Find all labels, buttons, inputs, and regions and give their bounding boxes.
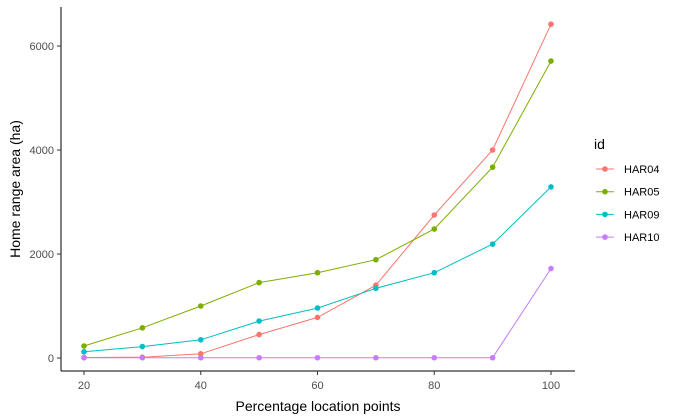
series-har05 (81, 58, 554, 349)
series-har10 (81, 265, 554, 361)
series-line-har09 (83, 186, 552, 353)
data-point-har05 (81, 343, 87, 349)
data-point-har10 (431, 354, 438, 361)
y-tick-label: 4000 (30, 145, 54, 157)
legend-label: HAR10 (624, 232, 659, 244)
data-point-har09 (81, 348, 87, 355)
legend-label: HAR09 (624, 209, 659, 221)
legend-item-har09: HAR09 (596, 209, 659, 221)
data-point-har09 (373, 285, 379, 292)
x-axis-title: Percentage location points (236, 398, 401, 414)
legend-item-har04: HAR04 (596, 164, 659, 176)
x-tick-label: 100 (542, 380, 560, 392)
data-point-har09 (139, 343, 146, 350)
data-point-har04 (548, 21, 554, 27)
data-point-har05 (256, 279, 262, 286)
legend-label: HAR04 (624, 164, 659, 176)
data-point-har10 (81, 354, 87, 361)
data-point-har10 (197, 354, 204, 361)
legend-item-har10: HAR10 (596, 232, 659, 244)
legend: id HAR04 HAR05 HAR09 HAR10 (594, 136, 659, 244)
legend-item-har05: HAR05 (596, 187, 659, 199)
series-layer (81, 21, 554, 361)
y-axis-title: Home range area (ha) (7, 120, 23, 258)
x-tick-label: 40 (195, 380, 207, 392)
data-point-har05 (489, 164, 496, 170)
data-point-har04 (256, 331, 262, 338)
legend-key-point (602, 234, 608, 240)
x-tick-label: 60 (311, 380, 323, 392)
y-tick-label: 2000 (30, 249, 54, 261)
data-point-har04 (314, 314, 321, 321)
data-point-har09 (431, 269, 438, 276)
data-point-har04 (489, 147, 496, 153)
data-point-har10 (314, 354, 321, 361)
x-axis-ticks: 20 40 60 80 100 (78, 371, 560, 392)
y-tick-label: 6000 (30, 41, 54, 53)
data-point-har10 (548, 265, 554, 272)
series-line-har10 (84, 268, 552, 359)
data-point-har05 (139, 325, 146, 331)
plot-area: 0 2000 4000 6000 20 40 60 80 100 (30, 7, 575, 392)
data-point-har09 (256, 318, 262, 324)
data-point-har04 (197, 351, 204, 357)
legend-items: HAR04 HAR05 HAR09 HAR10 (596, 164, 659, 244)
data-point-har10 (139, 354, 146, 361)
data-point-har10 (489, 354, 496, 361)
data-point-har05 (548, 58, 554, 64)
data-point-har09 (197, 337, 204, 343)
y-tick-label: 0 (48, 353, 54, 365)
x-tick-label: 20 (78, 380, 90, 392)
series-har09 (81, 184, 554, 355)
series-line-har05 (83, 60, 552, 347)
legend-title: id (594, 136, 605, 152)
x-tick-label: 80 (428, 380, 440, 392)
data-point-har09 (314, 305, 321, 311)
legend-key-point (602, 211, 608, 218)
data-point-har05 (197, 303, 204, 309)
data-point-har10 (256, 354, 262, 361)
data-point-har04 (431, 212, 438, 218)
data-point-har09 (548, 184, 554, 190)
data-point-har05 (373, 256, 379, 263)
legend-key-point (602, 166, 608, 172)
y-axis-ticks: 0 2000 4000 6000 (30, 41, 61, 365)
legend-key-point (602, 188, 608, 195)
data-point-har05 (314, 269, 321, 276)
data-point-har05 (431, 226, 438, 232)
legend-label: HAR05 (624, 187, 659, 199)
data-point-har09 (489, 241, 496, 247)
data-point-har10 (373, 354, 379, 361)
series-har04 (81, 21, 554, 361)
